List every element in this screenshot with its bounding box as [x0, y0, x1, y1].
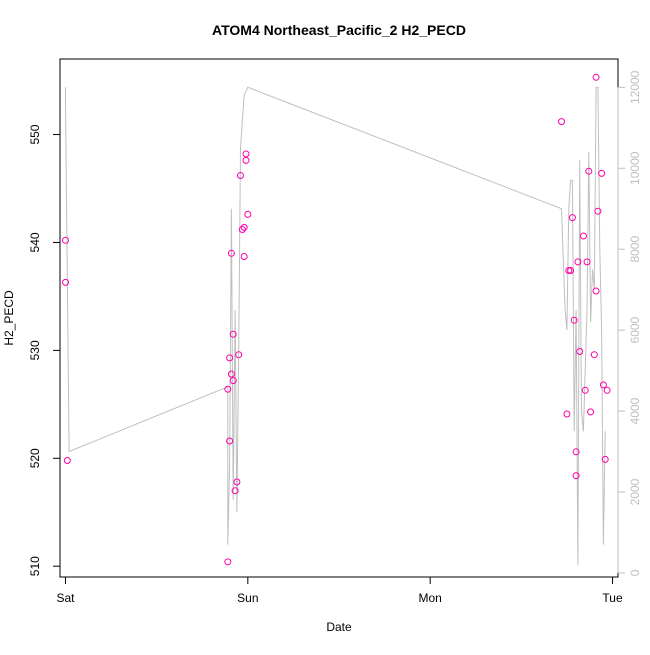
data-point	[229, 377, 237, 385]
data-point	[592, 73, 600, 81]
data-point	[601, 455, 609, 463]
y2-tick-label: 12000	[628, 70, 642, 104]
data-point	[603, 386, 611, 394]
y-tick-label: 520	[28, 448, 42, 468]
data-point	[63, 457, 71, 464]
data-point	[599, 381, 607, 389]
data-point	[579, 232, 587, 240]
y2-tick-label: 10000	[628, 151, 642, 185]
x-tick-label: Tue	[602, 591, 623, 605]
data-point	[558, 118, 565, 126]
series-line-group	[65, 86, 606, 565]
data-point	[229, 330, 237, 338]
y-axis-label: H2_PECD	[2, 290, 16, 346]
data-point	[585, 167, 593, 175]
x-tick-label: Sun	[237, 591, 258, 605]
y-tick-label: 510	[28, 556, 42, 576]
y2-tick-label: 0	[628, 569, 642, 576]
series-line-path	[65, 86, 606, 565]
data-point	[570, 316, 578, 324]
data-point	[568, 214, 576, 222]
y2-tick-label: 2000	[628, 478, 642, 505]
chart-title: ATOM4 Northeast_Pacific_2 H2_PECD	[212, 22, 466, 38]
data-point	[583, 258, 591, 266]
y-tick-label: 540	[28, 232, 42, 252]
data-point	[240, 223, 248, 231]
data-point	[576, 348, 584, 355]
data-point	[224, 558, 232, 566]
data-point	[572, 448, 580, 456]
data-point	[563, 410, 571, 418]
data-point	[226, 354, 234, 362]
y2-tick-label: 4000	[628, 397, 642, 424]
series-points-group	[62, 73, 611, 566]
data-point	[594, 207, 602, 215]
data-point	[227, 249, 235, 257]
data-point	[587, 408, 595, 416]
data-point	[598, 169, 606, 177]
x-axis: Sat Sun Mon Tue	[56, 576, 623, 605]
data-point	[227, 370, 235, 378]
data-point	[62, 278, 69, 286]
data-point	[592, 287, 600, 295]
y2-tick-label: 6000	[628, 316, 642, 343]
x-tick-label: Mon	[419, 591, 442, 605]
data-point	[590, 351, 598, 359]
data-point	[244, 210, 252, 218]
data-point	[581, 386, 589, 394]
data-point	[572, 472, 580, 480]
y-tick-label: 530	[28, 340, 42, 360]
y-axis-left: 510 520 530 540 550	[28, 124, 61, 576]
data-point	[235, 351, 243, 359]
data-point	[240, 253, 248, 260]
x-axis-label: Date	[326, 620, 352, 634]
x-tick-label: Sat	[56, 591, 75, 605]
data-point	[231, 487, 239, 495]
data-point	[62, 236, 69, 244]
data-point	[226, 437, 234, 445]
data-point	[567, 267, 575, 274]
data-point	[233, 478, 241, 486]
y-axis-right: 0 2000 4000 6000 8000 10000 12000	[617, 70, 642, 576]
data-point	[242, 150, 250, 158]
data-point	[224, 385, 232, 393]
data-point	[237, 172, 244, 179]
data-point	[574, 258, 582, 266]
y2-tick-label: 8000	[628, 236, 642, 263]
data-point	[238, 226, 246, 233]
y-tick-label: 550	[28, 124, 42, 144]
